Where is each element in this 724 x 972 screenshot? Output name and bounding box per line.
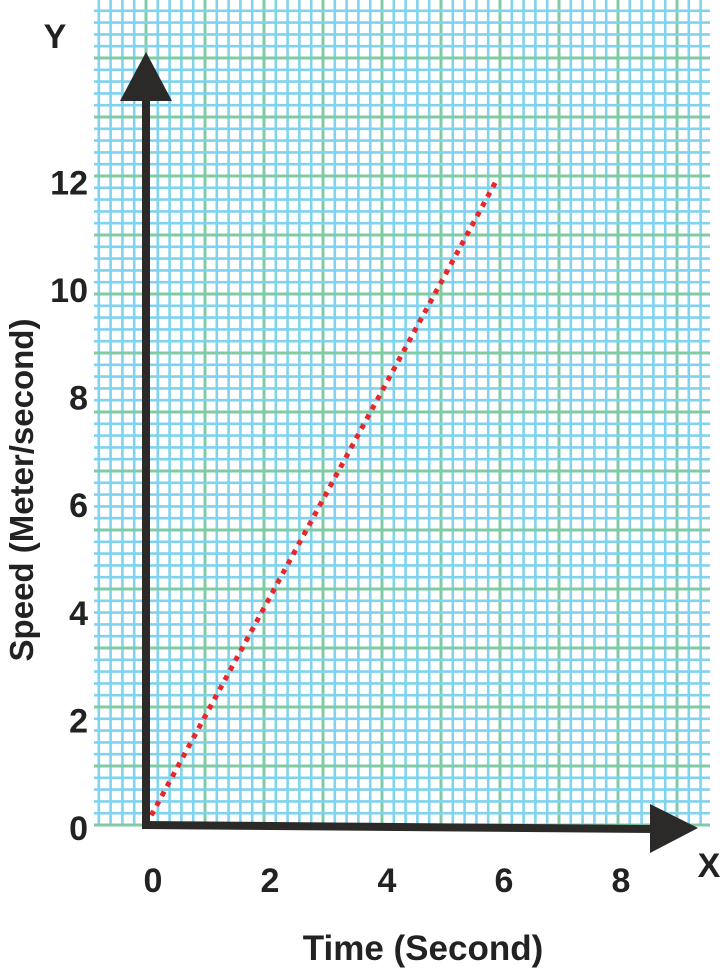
x-axis-title: Time (Second): [303, 929, 544, 968]
x-tick-label: 6: [495, 862, 514, 900]
y-tick-label: 8: [69, 380, 88, 418]
axes: [120, 52, 698, 853]
x-tick-label: 8: [612, 862, 631, 900]
y-axis-arrowhead: [120, 52, 172, 101]
x-tick-label: 0: [144, 862, 163, 900]
y-tick-label: 6: [69, 487, 88, 525]
x-tick-label: 2: [261, 862, 280, 900]
graph-paper-grid: [94, 0, 710, 827]
y-tick-label: 10: [50, 272, 88, 310]
y-tick-label: 2: [69, 702, 88, 740]
x-tick-label: 4: [378, 862, 397, 900]
y-tick-label: 4: [69, 595, 88, 633]
x-axis-letter: X: [698, 847, 721, 885]
y-tick-label: 0: [69, 810, 88, 848]
y-axis-title: Speed (Meter/second): [3, 319, 40, 662]
y-axis-letter: Y: [44, 18, 67, 56]
data-series: [143, 178, 500, 827]
y-tick-label: 12: [50, 164, 88, 202]
tick-labels: 0 2 4 6 8 0 2 4 6 8 10 12: [50, 164, 630, 900]
x-axis-arrowhead: [650, 804, 698, 853]
series-line: [143, 178, 500, 827]
x-axis-line: [141, 821, 656, 833]
